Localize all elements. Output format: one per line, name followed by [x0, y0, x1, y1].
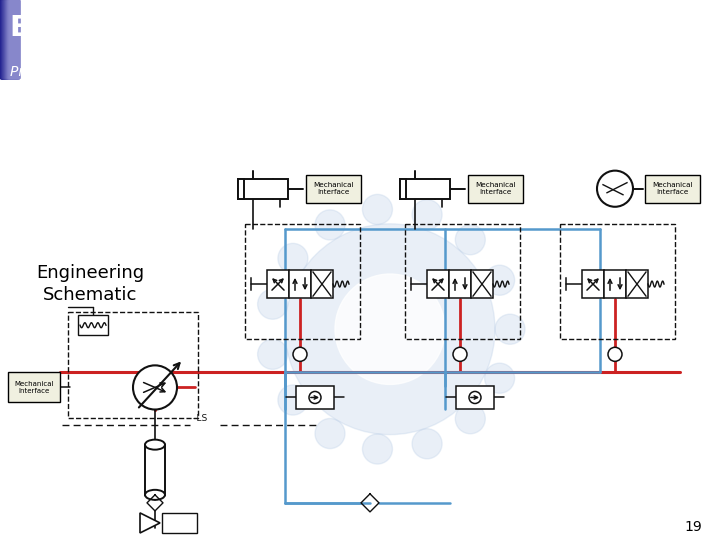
Text: –LS: –LS — [193, 414, 208, 423]
Bar — [289, 270, 311, 298]
Circle shape — [412, 200, 442, 230]
Bar — [626, 270, 648, 298]
Bar — [78, 315, 108, 335]
Bar — [449, 270, 471, 298]
Text: Mechanical
Interface: Mechanical Interface — [475, 182, 516, 195]
Circle shape — [495, 314, 525, 345]
Text: Example: Hydraulic Circuit Diagram: Example: Hydraulic Circuit Diagram — [10, 14, 595, 42]
Bar — [245, 224, 360, 339]
Bar — [582, 270, 604, 298]
Circle shape — [309, 392, 321, 403]
Circle shape — [133, 366, 177, 409]
Circle shape — [315, 210, 345, 240]
Bar — [400, 179, 406, 199]
Bar — [145, 444, 165, 495]
Circle shape — [485, 363, 515, 393]
Bar — [306, 174, 361, 202]
Circle shape — [278, 244, 308, 273]
Circle shape — [485, 265, 515, 295]
Circle shape — [258, 289, 287, 319]
Bar — [311, 270, 333, 298]
Bar — [8, 373, 60, 402]
Bar — [162, 513, 197, 533]
Circle shape — [362, 434, 392, 464]
Bar — [238, 179, 244, 199]
Bar — [604, 270, 626, 298]
Circle shape — [335, 274, 445, 384]
Circle shape — [362, 194, 392, 225]
Circle shape — [285, 224, 495, 435]
Bar — [427, 270, 449, 298]
Circle shape — [258, 339, 287, 369]
Bar — [471, 270, 493, 298]
Circle shape — [293, 347, 307, 361]
Ellipse shape — [145, 490, 165, 500]
Circle shape — [315, 418, 345, 449]
Text: Pressure-Compensated, Load-Sensing Excavator—ISO 1219 notation: Pressure-Compensated, Load-Sensing Excav… — [10, 65, 487, 79]
Circle shape — [469, 392, 481, 403]
Bar — [267, 270, 289, 298]
Bar — [560, 224, 675, 339]
Bar — [238, 179, 288, 199]
Bar — [456, 387, 494, 409]
Circle shape — [608, 347, 622, 361]
Ellipse shape — [145, 440, 165, 450]
Text: Mechanical
Interface: Mechanical Interface — [313, 182, 354, 195]
Text: Engineering
Schematic: Engineering Schematic — [36, 264, 144, 304]
Circle shape — [453, 347, 467, 361]
Bar — [296, 387, 334, 409]
Circle shape — [412, 429, 442, 459]
Circle shape — [455, 404, 485, 434]
Bar — [468, 174, 523, 202]
Bar — [645, 174, 700, 202]
Polygon shape — [140, 513, 160, 533]
Circle shape — [455, 225, 485, 255]
Circle shape — [597, 171, 633, 207]
Bar — [405, 224, 520, 339]
Bar — [68, 312, 198, 417]
Text: 19: 19 — [684, 519, 702, 534]
Text: Mechanical
Interface: Mechanical Interface — [14, 381, 54, 394]
Circle shape — [278, 385, 308, 415]
Text: Mechanical
Interface: Mechanical Interface — [652, 182, 693, 195]
Bar — [400, 179, 450, 199]
